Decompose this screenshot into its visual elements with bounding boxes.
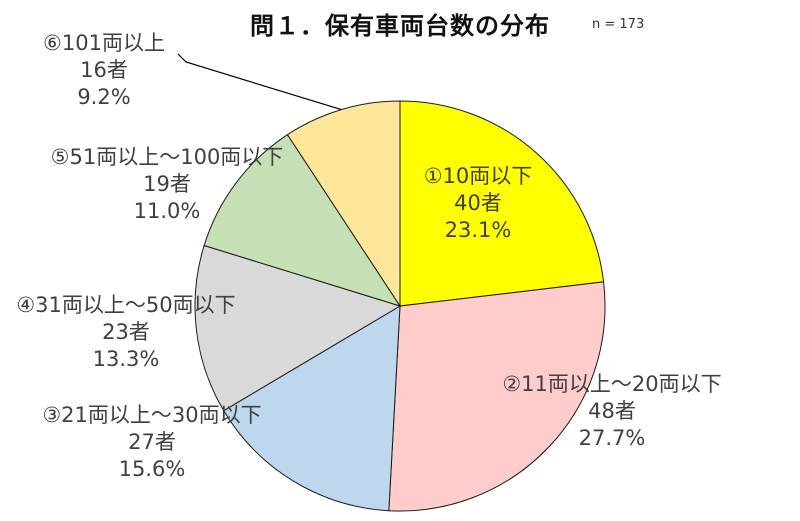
pie-slice-5 <box>203 133 402 307</box>
sample-size-label: n = 173 <box>592 17 645 32</box>
pie-slice-1 <box>399 100 605 307</box>
slice-label-1: ①10両以下 40者 23.1% <box>424 164 533 242</box>
pie-slice-2 <box>388 281 606 512</box>
slice-label-4: ④31両以上～50両以下 23者 13.3% <box>16 293 235 371</box>
slice-category-3: ③21両以上～30両以下 <box>42 403 261 427</box>
slice-percent-5: 11.0% <box>134 199 201 223</box>
slice-category-4: ④31両以上～50両以下 <box>16 293 235 317</box>
slice-percent-1: 23.1% <box>445 218 512 242</box>
slice-count-2: 48者 <box>588 399 636 423</box>
slice-label-6: ⑥101両以上 16者 9.2% <box>43 31 165 109</box>
slice-percent-2: 27.7% <box>579 426 646 450</box>
slice-label-3: ③21両以上～30両以下 27者 15.6% <box>42 403 261 481</box>
slice-category-6: ⑥101両以上 <box>43 31 165 55</box>
slice-percent-6: 9.2% <box>77 85 130 109</box>
slice-count-1: 40者 <box>454 191 502 215</box>
slice-count-4: 23者 <box>102 320 150 344</box>
slice-count-6: 16者 <box>80 58 128 82</box>
pie-labels: ①10両以下 40者 23.1% ②11両以上～20両以下 48者 27.7% ③21両以上… <box>16 31 721 481</box>
slice-category-5: ⑤51両以上～100両以下 <box>51 145 284 169</box>
pie-slices <box>194 100 606 512</box>
slice-count-5: 19者 <box>143 172 191 196</box>
slice-label-2: ②11両以上～20両以下 48者 27.7% <box>502 372 721 450</box>
slice-count-3: 27者 <box>128 430 176 454</box>
slice-percent-3: 15.6% <box>119 457 186 481</box>
slice-category-2: ②11両以上～20両以下 <box>502 372 721 396</box>
chart-title: 問１．保有車両台数の分布 <box>250 12 550 40</box>
leader-line <box>177 53 342 111</box>
pie-slice-4 <box>194 244 402 412</box>
slice-category-1: ①10両以下 <box>424 164 533 188</box>
slice-label-5: ⑤51両以上～100両以下 19者 11.0% <box>51 145 284 223</box>
pie-slice-3 <box>223 305 401 512</box>
slice-percent-4: 13.3% <box>93 347 160 371</box>
